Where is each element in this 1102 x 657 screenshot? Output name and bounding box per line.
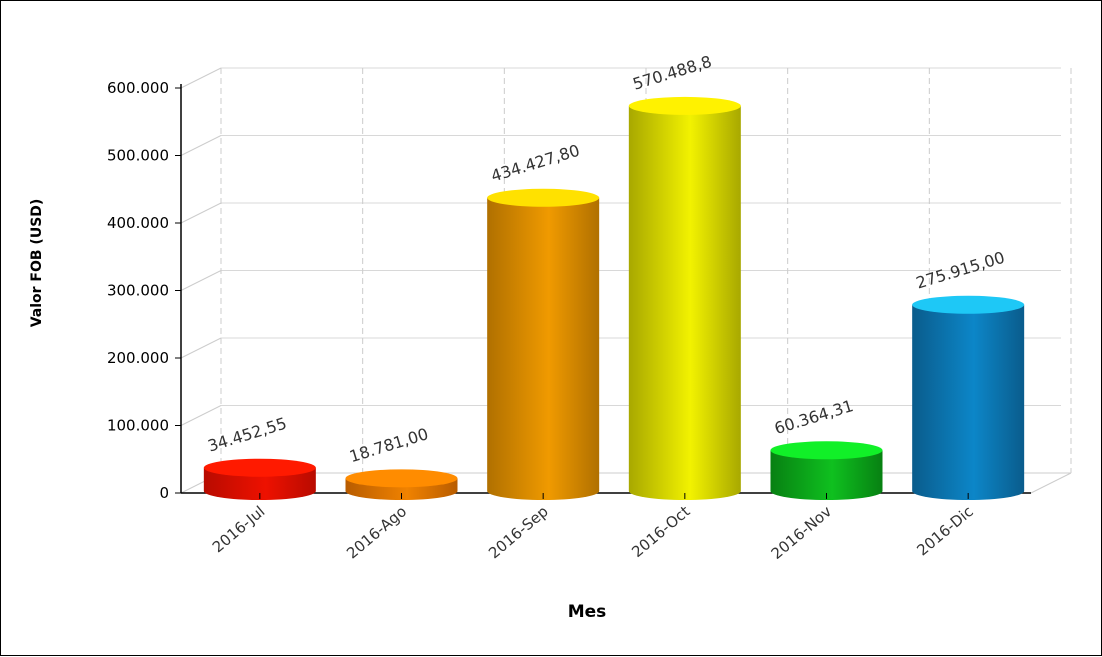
x-tick-label: 2016-Oct [628, 502, 693, 561]
x-tick-label: 2016-Dic [913, 502, 976, 559]
x-axis-ticks: 2016-Jul 2016-Ago 2016-Sep 2016-Oct 2016-Nov… [209, 493, 977, 563]
grid-diagonal [180, 270, 222, 291]
bar-2016-Jul [203, 458, 316, 500]
bar-body [912, 304, 1025, 501]
data-label: 18.781,00 [347, 424, 430, 466]
x-tick-label: 2016-Ago [343, 502, 410, 562]
bar-top [628, 96, 741, 115]
bar-top [203, 458, 316, 477]
chart-bars [203, 96, 1025, 501]
y-axis-ticks: 0 100.000 200.000 300.000 400.000 500.000 600.… [107, 79, 181, 502]
y-tick-label: 500.000 [107, 147, 169, 165]
bar-body [770, 450, 883, 501]
x-tick-label: 2016-Nov [768, 502, 835, 563]
bar-2016-Nov [770, 441, 883, 501]
bar-2016-Sep [487, 188, 600, 501]
bar-top [487, 188, 600, 207]
data-label: 60.364,31 [772, 396, 855, 438]
bar-top [770, 441, 883, 460]
y-tick-label: 100.000 [107, 417, 169, 435]
bar-body [203, 467, 316, 500]
chart-axes [180, 84, 1031, 494]
data-label: 434.427,80 [489, 141, 582, 186]
grid-diagonal [180, 67, 222, 89]
data-labels: 34.452,55 18.781,00 434.427,80 570.488,8 60.… [205, 52, 1006, 466]
bar-2016-Oct [628, 96, 741, 501]
data-label: 34.452,55 [205, 414, 288, 456]
bar-body [487, 197, 600, 501]
floor-right-edge [1030, 472, 1072, 494]
x-tick-label: 2016-Jul [209, 502, 268, 556]
bar-top [912, 295, 1025, 314]
grid-diagonal [180, 135, 222, 156]
y-tick-label: 400.000 [107, 214, 169, 232]
grid-diagonal [180, 405, 222, 426]
bar-top [345, 469, 458, 488]
y-tick-label: 300.000 [107, 282, 169, 300]
bar-2016-Dic [912, 295, 1025, 501]
x-axis-title: Mes [568, 602, 607, 622]
y-tick-label: 600.000 [107, 79, 169, 97]
bar-2016-Ago [345, 469, 458, 501]
y-axis-title: Valor FOB (USD) [29, 199, 45, 328]
y-tick-label: 200.000 [107, 349, 169, 367]
bar-body [628, 105, 741, 501]
y-tick-label: 0 [159, 484, 169, 502]
x-tick-label: 2016-Sep [485, 502, 552, 562]
grid-diagonal [180, 202, 222, 224]
data-label: 570.488,8 [630, 52, 713, 94]
grid-diagonal [180, 337, 222, 359]
